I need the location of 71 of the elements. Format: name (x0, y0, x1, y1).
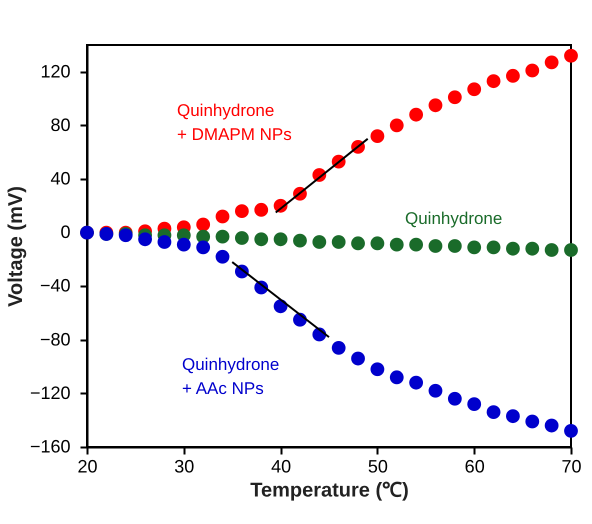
point (544, 243, 559, 257)
point (409, 376, 424, 390)
y-tick-label: −160 (30, 436, 70, 456)
point (351, 352, 365, 366)
point (448, 392, 462, 406)
point (506, 68, 520, 83)
point (506, 242, 520, 256)
y-tick-label: 80 (50, 114, 70, 135)
text: Quinhydrone + AAc NPs (182, 355, 280, 398)
point (486, 240, 500, 254)
point (390, 370, 404, 384)
point (332, 340, 346, 355)
y-axis-title: Voltage (mV) (4, 186, 27, 307)
point (254, 232, 268, 246)
y-tick-label: 0 (60, 222, 70, 242)
point (486, 405, 500, 420)
y-tick-label: −120 (30, 382, 70, 403)
point (274, 232, 288, 246)
point (293, 234, 307, 248)
x-tick-label: 20 (77, 456, 98, 476)
point (216, 230, 230, 244)
x-tick-label: 60 (464, 456, 485, 476)
x-tick-label: 50 (368, 456, 388, 476)
point (409, 238, 424, 252)
point (409, 108, 424, 122)
point (196, 218, 210, 232)
y-tick-label: 40 (50, 168, 70, 188)
point (390, 238, 404, 252)
point (428, 384, 442, 398)
point (467, 82, 482, 96)
point (525, 64, 540, 78)
point (351, 236, 365, 250)
x-tick-label: 40 (271, 456, 292, 476)
point (467, 240, 482, 254)
point (448, 239, 462, 253)
point (544, 418, 559, 432)
point (564, 48, 578, 63)
point (525, 242, 540, 256)
series-label: Quinhydrone (405, 209, 502, 228)
point (428, 239, 442, 253)
point (234, 204, 249, 218)
point (370, 129, 384, 143)
x-tick-label: 70 (561, 456, 582, 476)
point (234, 231, 249, 245)
point (564, 424, 578, 438)
point (525, 414, 540, 428)
point (486, 74, 500, 88)
y-tick-label: −80 (40, 329, 70, 350)
point (312, 235, 326, 249)
point (448, 90, 462, 104)
text: Quinhydrone + DMAPM NPs (177, 101, 292, 144)
point (254, 202, 268, 217)
point (196, 240, 210, 254)
point (332, 235, 346, 249)
point (544, 56, 559, 70)
point (138, 232, 152, 246)
point (564, 243, 578, 257)
x-tick-label: 30 (174, 456, 194, 476)
point (216, 210, 230, 224)
x-axis-title: Temperature (℃) (250, 480, 409, 502)
y-tick-label: 120 (40, 61, 70, 82)
point (216, 250, 230, 264)
point (370, 362, 384, 376)
point (467, 397, 482, 411)
y-tick-label: −40 (40, 276, 70, 296)
point (176, 238, 191, 252)
point (158, 235, 172, 249)
point (370, 236, 384, 250)
point (428, 98, 442, 112)
point (506, 409, 520, 424)
point (390, 118, 404, 132)
